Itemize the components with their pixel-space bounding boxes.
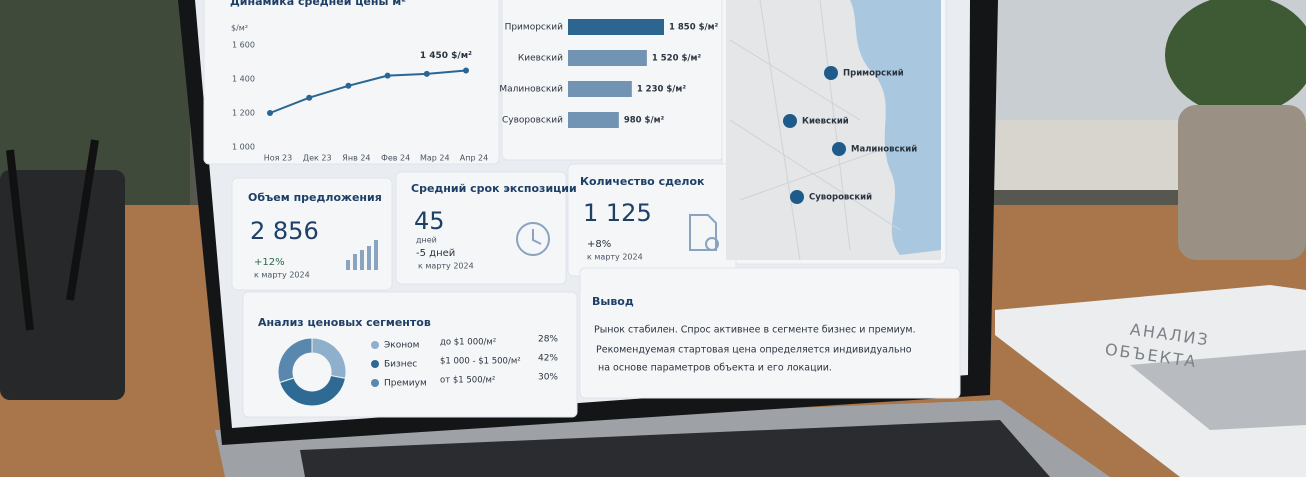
kpi-value: 2 856 xyxy=(250,217,319,245)
panel-line xyxy=(203,0,500,165)
x-tick-label: Фев 24 xyxy=(381,154,410,163)
map-pin xyxy=(790,190,804,204)
map-pin xyxy=(783,114,797,128)
point xyxy=(306,94,313,101)
range-label: от $1 500/м² xyxy=(440,376,495,386)
map-roads xyxy=(729,0,901,261)
kpi-period: к марту 2024 xyxy=(587,253,643,262)
range-label: $1 000 - $1 500/м² xyxy=(440,357,521,367)
legend-label: Эконом xyxy=(384,341,419,351)
line xyxy=(269,69,467,114)
y-tick-label: Приморский xyxy=(505,23,564,33)
doc-icon xyxy=(689,214,719,251)
value-label: 980 $/м² xyxy=(624,116,665,126)
pot xyxy=(1178,105,1306,260)
map-pin-label: Малиновский xyxy=(851,145,917,155)
bar xyxy=(568,112,619,128)
value-label: 28% xyxy=(538,335,558,345)
value-label: 30% xyxy=(538,373,558,383)
kpi-unit: дней xyxy=(416,236,437,245)
map-pin xyxy=(824,66,838,80)
x-tick-label: Мар 24 xyxy=(420,154,450,163)
y-tick-label: 1 400 xyxy=(232,75,255,84)
chart-title: Анализ ценовых сегментов xyxy=(258,316,431,329)
map-pin-label: Киевский xyxy=(802,117,849,127)
kpi-change: +12% xyxy=(254,257,285,268)
map-water xyxy=(850,0,941,255)
donut-segment xyxy=(277,337,313,384)
kpi-card xyxy=(395,171,567,285)
conclusion-title: Вывод xyxy=(592,295,634,308)
x-tick-label: Апр 24 xyxy=(460,154,489,163)
y-tick-label: Суворовский xyxy=(502,116,563,126)
point xyxy=(267,110,273,116)
pen xyxy=(66,139,99,301)
legend-dot xyxy=(371,379,379,387)
point xyxy=(345,82,352,89)
x-tick-label: Янв 24 xyxy=(342,154,370,163)
pen xyxy=(6,149,34,331)
annotation: 1 450 $/м² xyxy=(420,51,472,61)
pen-holder xyxy=(0,170,125,400)
keyboard xyxy=(300,420,1050,477)
y-tick-label: 1 000 xyxy=(232,143,255,152)
value-label: 1 520 $/м² xyxy=(652,54,702,64)
conclusion-line: Рынок стабилен. Спрос активнее в сегмент… xyxy=(594,325,916,336)
x-tick-label: Ноя 23 xyxy=(264,154,292,163)
point xyxy=(463,67,469,74)
bar xyxy=(568,50,647,66)
conclusion-line: Рекомендуемая стартовая цена определяетс… xyxy=(596,345,912,356)
y-tick-label: Киевский xyxy=(518,54,563,64)
bar xyxy=(568,19,664,35)
value-label: 1 850 $/м² xyxy=(669,23,719,33)
y-tick-label: 1 200 xyxy=(232,109,255,118)
legend-dot xyxy=(371,341,379,349)
map-pin xyxy=(832,142,846,156)
y-tick-label: 1 600 xyxy=(232,41,255,50)
kpi-card xyxy=(231,177,393,291)
kpi-value: 1 125 xyxy=(583,199,652,227)
kpi-value: 45 xyxy=(414,207,445,235)
legend-label: Премиум xyxy=(384,379,427,389)
kpi-period: к марту 2024 xyxy=(418,262,474,271)
conclusion-line: на основе параметров объекта и его локац… xyxy=(598,363,832,374)
kpi-title: Объем предложения xyxy=(248,191,382,204)
point xyxy=(384,72,391,79)
value-label: 42% xyxy=(538,354,558,364)
legend-dot xyxy=(371,360,379,368)
donut-segment xyxy=(279,374,346,407)
value-label: 1 230 $/м² xyxy=(637,85,687,95)
kpi-period: к марту 2024 xyxy=(254,271,310,280)
bars-icon xyxy=(346,240,378,270)
kpi-title: Средний срок экспозиции xyxy=(411,182,577,195)
bar xyxy=(568,81,632,97)
point xyxy=(423,70,430,77)
kpi-change: -5 дней xyxy=(416,248,455,259)
map-pin-label: Приморский xyxy=(843,69,904,79)
legend-label: Бизнес xyxy=(384,360,417,370)
x-tick-label: Дек 23 xyxy=(303,154,332,163)
range-label: до $1 000/м² xyxy=(440,338,496,348)
kpi-title: Количество сделок xyxy=(580,175,705,188)
plant-leaves xyxy=(1165,0,1306,115)
y-axis-label: $/м² xyxy=(231,24,248,33)
chart-title: Динамика средней цены м² xyxy=(230,0,406,8)
kpi-change: +8% xyxy=(587,239,611,250)
booklet-photo xyxy=(1130,350,1306,430)
map-pin-label: Суворовский xyxy=(809,193,872,203)
clock-icon xyxy=(516,222,550,256)
panel-conclusion xyxy=(579,267,961,399)
y-tick-label: Малиновский xyxy=(499,85,563,95)
